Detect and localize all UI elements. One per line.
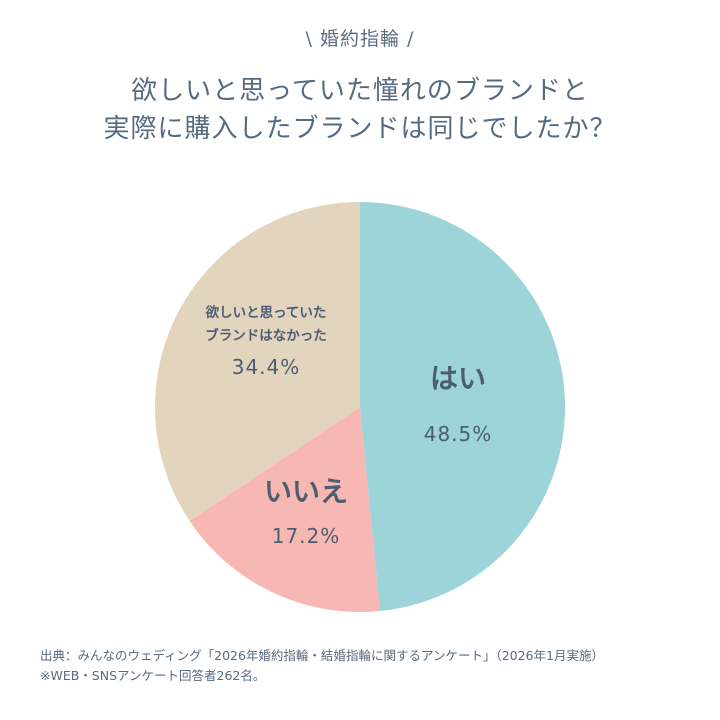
title-line-2: 実際に購入したブランドは同じでしたか？	[103, 114, 617, 144]
source-line-2: ※WEB・SNSアンケート回答者262名。	[40, 668, 266, 683]
slice-label-3-line-2: ブランドはなかった	[205, 327, 327, 344]
slice-value-2: 17.2%	[272, 524, 341, 548]
pie-slice-1	[360, 202, 565, 612]
slice-value-1: 48.5%	[424, 422, 493, 446]
slice-label-1: はい	[430, 362, 486, 395]
slice-label-3-line-1: 欲しいと思っていた	[205, 304, 327, 321]
slice-label-2: いいえ	[264, 475, 348, 508]
pie-slice-2	[189, 407, 380, 612]
source-line-1: 出典：みんなのウェディング「2026年婚約指輪・結婚指輪に関するアンケート」（2…	[40, 648, 604, 663]
slice-value-3: 34.4%	[232, 355, 301, 379]
pie-slices	[154, 202, 565, 612]
chart-tag: \ 婚約指輪 /	[305, 28, 415, 50]
chart-title: 欲しいと思っていた憧れのブランドと 実際に購入したブランドは同じでしたか？	[0, 72, 720, 148]
source-note: 出典：みんなのウェディング「2026年婚約指輪・結婚指輪に関するアンケート」（2…	[40, 646, 604, 686]
pie-slice-3	[154, 202, 360, 521]
title-line-1: 欲しいと思っていた憧れのブランドと	[131, 76, 589, 106]
